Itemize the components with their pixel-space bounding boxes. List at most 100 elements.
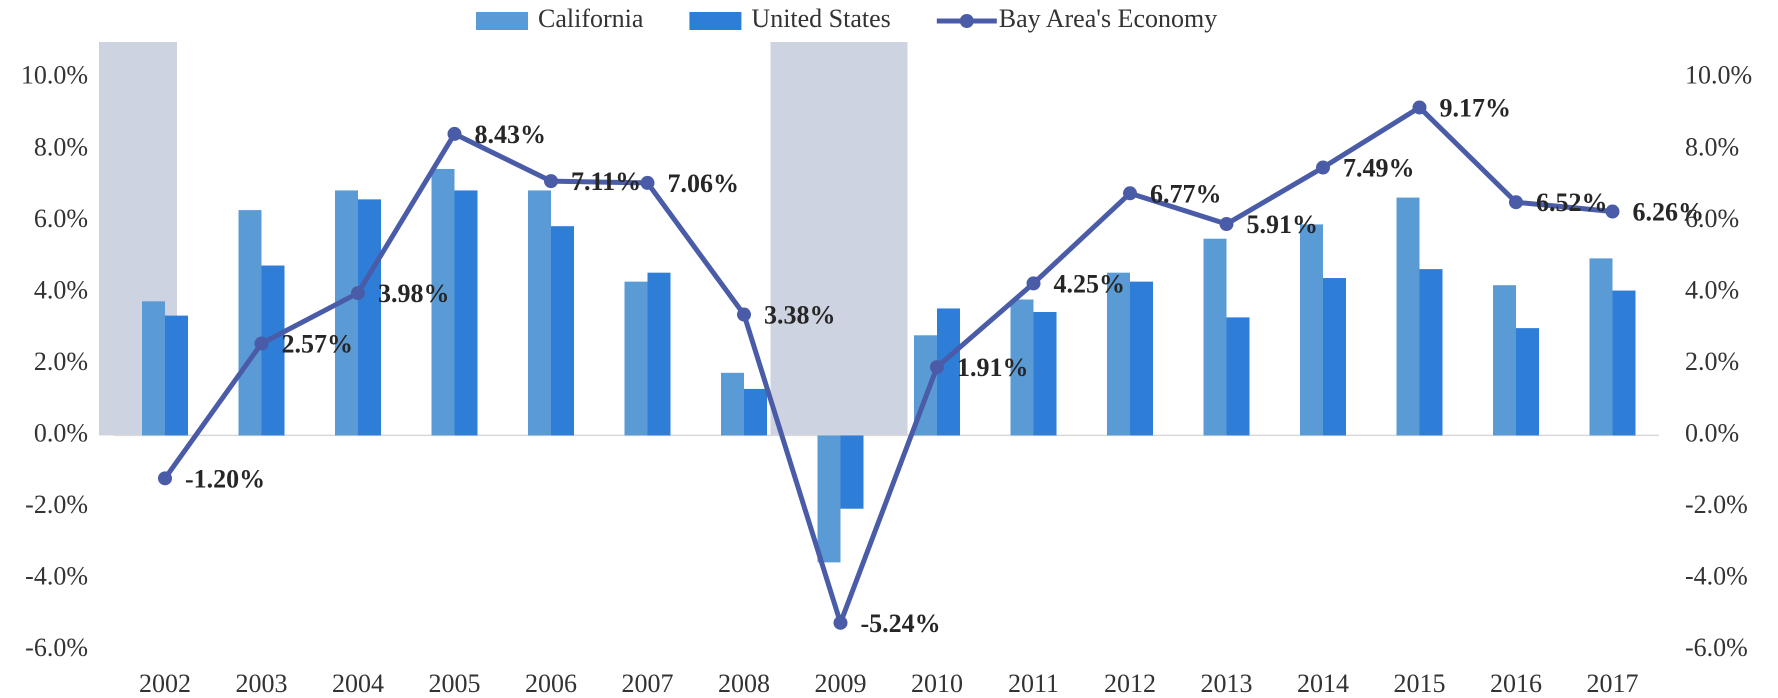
bar bbox=[721, 372, 744, 436]
y2-tick-label: 8.0% bbox=[1685, 132, 1739, 161]
bar bbox=[1396, 197, 1420, 436]
y2-tick-label: 4.0% bbox=[1685, 275, 1739, 304]
y2-tick-label: 2.0% bbox=[1685, 347, 1739, 376]
data-label: 2.57% bbox=[282, 329, 354, 358]
line bbox=[162, 104, 1613, 626]
y-tick-label: 2.0% bbox=[34, 347, 88, 376]
bar bbox=[1107, 272, 1130, 436]
bar bbox=[165, 315, 188, 436]
bar bbox=[454, 190, 478, 436]
data-label: 7.49% bbox=[1343, 154, 1415, 183]
line-marker bbox=[1026, 276, 1041, 291]
y-tick-label: 8.0% bbox=[34, 132, 88, 161]
bar bbox=[1033, 312, 1057, 436]
bar bbox=[744, 388, 767, 436]
line-marker bbox=[1123, 186, 1137, 201]
data-label: 4.25% bbox=[1054, 269, 1126, 298]
bar bbox=[142, 301, 165, 436]
bar bbox=[1589, 258, 1613, 436]
recession-shade bbox=[770, 42, 908, 436]
y2-tick-label: -2.0% bbox=[1685, 490, 1748, 519]
legend-swatch bbox=[689, 12, 742, 30]
bar bbox=[358, 199, 381, 436]
line-marker bbox=[1316, 160, 1330, 175]
y2-tick-label: 6.0% bbox=[1685, 204, 1739, 233]
bar bbox=[817, 435, 841, 563]
bar bbox=[431, 168, 455, 436]
data-label: 7.06% bbox=[668, 169, 740, 198]
y-tick-label: -2.0% bbox=[25, 490, 88, 519]
bar bbox=[1493, 285, 1516, 436]
legend-label: California bbox=[538, 4, 644, 33]
y-tick-label: -4.0% bbox=[25, 561, 88, 590]
data-label: 7.11% bbox=[571, 167, 641, 196]
bar bbox=[1226, 317, 1250, 436]
bar bbox=[624, 281, 648, 436]
y-tick-label: 6.0% bbox=[34, 204, 88, 233]
x-tick-label: 2013 bbox=[1201, 669, 1253, 698]
x-tick-label: 2005 bbox=[429, 669, 481, 698]
data-label: -5.24% bbox=[861, 609, 941, 638]
y-tick-label: 4.0% bbox=[34, 275, 88, 304]
line-marker bbox=[1605, 204, 1620, 219]
x-tick-label: 2016 bbox=[1490, 669, 1542, 698]
legend-label: United States bbox=[751, 4, 890, 33]
x-tick-label: 2008 bbox=[718, 669, 770, 698]
bar bbox=[528, 190, 551, 436]
line-marker bbox=[833, 615, 848, 630]
y2-tick-label: -6.0% bbox=[1685, 633, 1748, 662]
bar bbox=[840, 435, 864, 509]
data-label: 1.91% bbox=[957, 353, 1029, 382]
bar bbox=[937, 308, 960, 436]
data-label: 6.26% bbox=[1633, 197, 1705, 226]
data-label: -1.20% bbox=[185, 464, 265, 493]
bar bbox=[551, 226, 574, 436]
bar bbox=[335, 190, 358, 436]
x-tick-label: 2012 bbox=[1104, 669, 1156, 698]
bar bbox=[1130, 281, 1153, 436]
line-marker bbox=[1509, 195, 1523, 210]
x-tick-label: 2017 bbox=[1587, 669, 1639, 698]
x-tick-label: 2014 bbox=[1297, 669, 1349, 698]
bar bbox=[1612, 290, 1636, 436]
data-label: 8.43% bbox=[475, 120, 547, 149]
line-marker bbox=[1412, 100, 1427, 115]
bar bbox=[238, 210, 262, 436]
bar bbox=[1419, 269, 1443, 436]
line-marker bbox=[544, 174, 558, 189]
x-tick-label: 2004 bbox=[332, 669, 384, 698]
legend-swatch bbox=[476, 12, 528, 30]
bar bbox=[1203, 238, 1227, 436]
data-label: 5.91% bbox=[1247, 210, 1319, 239]
y2-tick-label: 10.0% bbox=[1685, 61, 1752, 90]
bar bbox=[261, 265, 285, 436]
bar bbox=[647, 272, 671, 436]
x-tick-label: 2010 bbox=[911, 669, 963, 698]
y2-tick-label: 0.0% bbox=[1685, 418, 1739, 447]
bar bbox=[1010, 299, 1034, 436]
legend-label: Bay Area's Economy bbox=[999, 4, 1217, 33]
line-marker bbox=[1219, 217, 1234, 232]
bar bbox=[1300, 224, 1323, 436]
line-marker bbox=[447, 126, 462, 141]
bar bbox=[1323, 278, 1346, 436]
line-marker bbox=[158, 471, 172, 486]
x-tick-label: 2006 bbox=[525, 669, 577, 698]
data-label: 6.52% bbox=[1536, 188, 1608, 217]
x-tick-label: 2002 bbox=[139, 669, 191, 698]
line-marker bbox=[254, 336, 269, 351]
line-marker bbox=[737, 307, 751, 322]
data-label: 3.98% bbox=[378, 279, 450, 308]
data-label: 6.77% bbox=[1150, 179, 1222, 208]
legend-swatch bbox=[959, 14, 974, 28]
y-tick-label: -6.0% bbox=[25, 633, 88, 662]
x-tick-label: 2015 bbox=[1394, 669, 1446, 698]
x-tick-label: 2011 bbox=[1008, 669, 1059, 698]
bar bbox=[1516, 328, 1539, 436]
data-label: 9.17% bbox=[1440, 93, 1512, 122]
y-tick-label: 0.0% bbox=[34, 418, 88, 447]
y2-tick-label: -4.0% bbox=[1685, 561, 1748, 590]
x-tick-label: 2009 bbox=[815, 669, 867, 698]
data-label: 3.38% bbox=[764, 300, 836, 329]
